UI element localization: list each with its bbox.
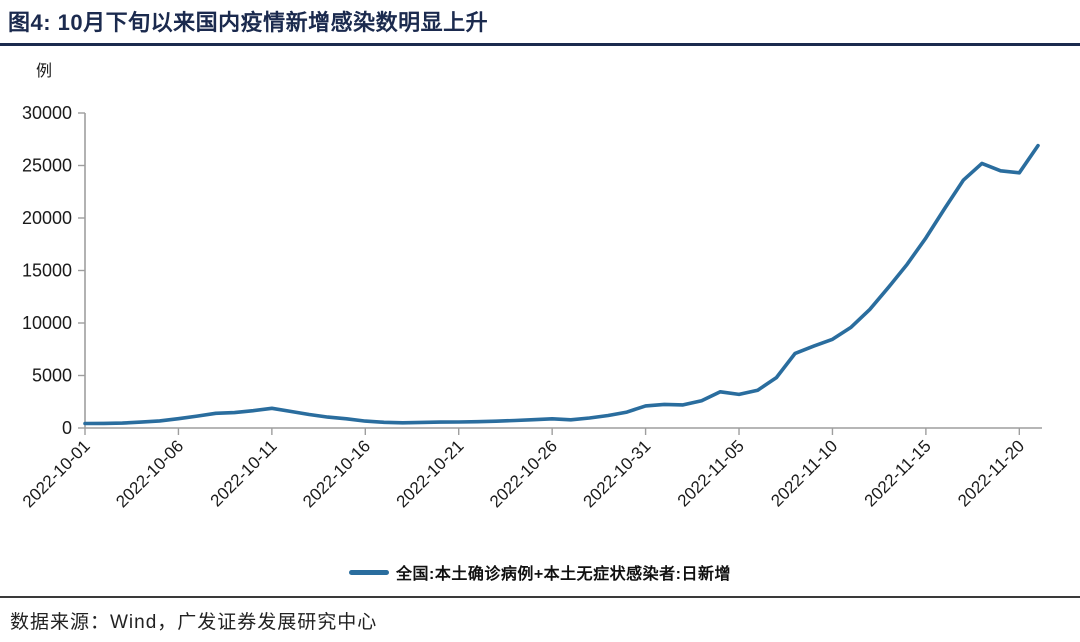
x-tick-label: 2022-10-16: [299, 437, 374, 512]
x-tick-label: 2022-10-01: [19, 437, 94, 512]
figure-title: 图4: 10月下旬以来国内疫情新增感染数明显上升: [8, 10, 489, 35]
line-chart: 例 0 5000 10000 15000 20000 25000 30000 2022-10-0…: [19, 62, 1042, 512]
x-tick-label: 2022-11-15: [861, 437, 935, 511]
x-tick-label: 2022-11-20: [954, 437, 1028, 511]
y-tick-label: 5000: [32, 366, 72, 386]
y-axis-unit-label: 例: [36, 62, 52, 80]
data-source-text: 数据来源：Wind，广发证券发展研究中心: [10, 612, 378, 634]
x-tick-label: 2022-11-05: [674, 437, 748, 511]
chart-area: 例 0 5000 10000 15000 20000 25000 30000 2022-10-0…: [0, 46, 1080, 596]
x-tick-label: 2022-11-10: [767, 437, 841, 511]
chart-legend: 全国:本土确诊病例+本土无症状感染者:日新增: [0, 560, 1080, 584]
y-tick-label: 15000: [22, 261, 72, 281]
y-tick-label: 0: [62, 418, 72, 438]
figure-header: 图4: 10月下旬以来国内疫情新增感染数明显上升: [0, 0, 1080, 47]
x-tick-label: 2022-10-06: [112, 437, 187, 512]
x-tick-label: 2022-10-26: [486, 437, 561, 512]
figure-footer: 数据来源：Wind，广发证券发展研究中心: [0, 596, 1080, 634]
y-tick-label: 20000: [22, 208, 72, 228]
legend-series-label: 全国:本土确诊病例+本土无症状感染者:日新增: [395, 566, 731, 584]
y-tick-label: 30000: [22, 103, 72, 123]
y-tick-label: 25000: [22, 156, 72, 176]
x-tick-label: 2022-10-21: [393, 437, 468, 512]
series-line: [83, 144, 1040, 426]
x-tick-label: 2022-10-31: [579, 437, 654, 512]
x-tick-label: 2022-10-11: [207, 437, 281, 511]
legend-line-marker: [348, 569, 389, 575]
y-tick-label: 10000: [22, 313, 72, 333]
